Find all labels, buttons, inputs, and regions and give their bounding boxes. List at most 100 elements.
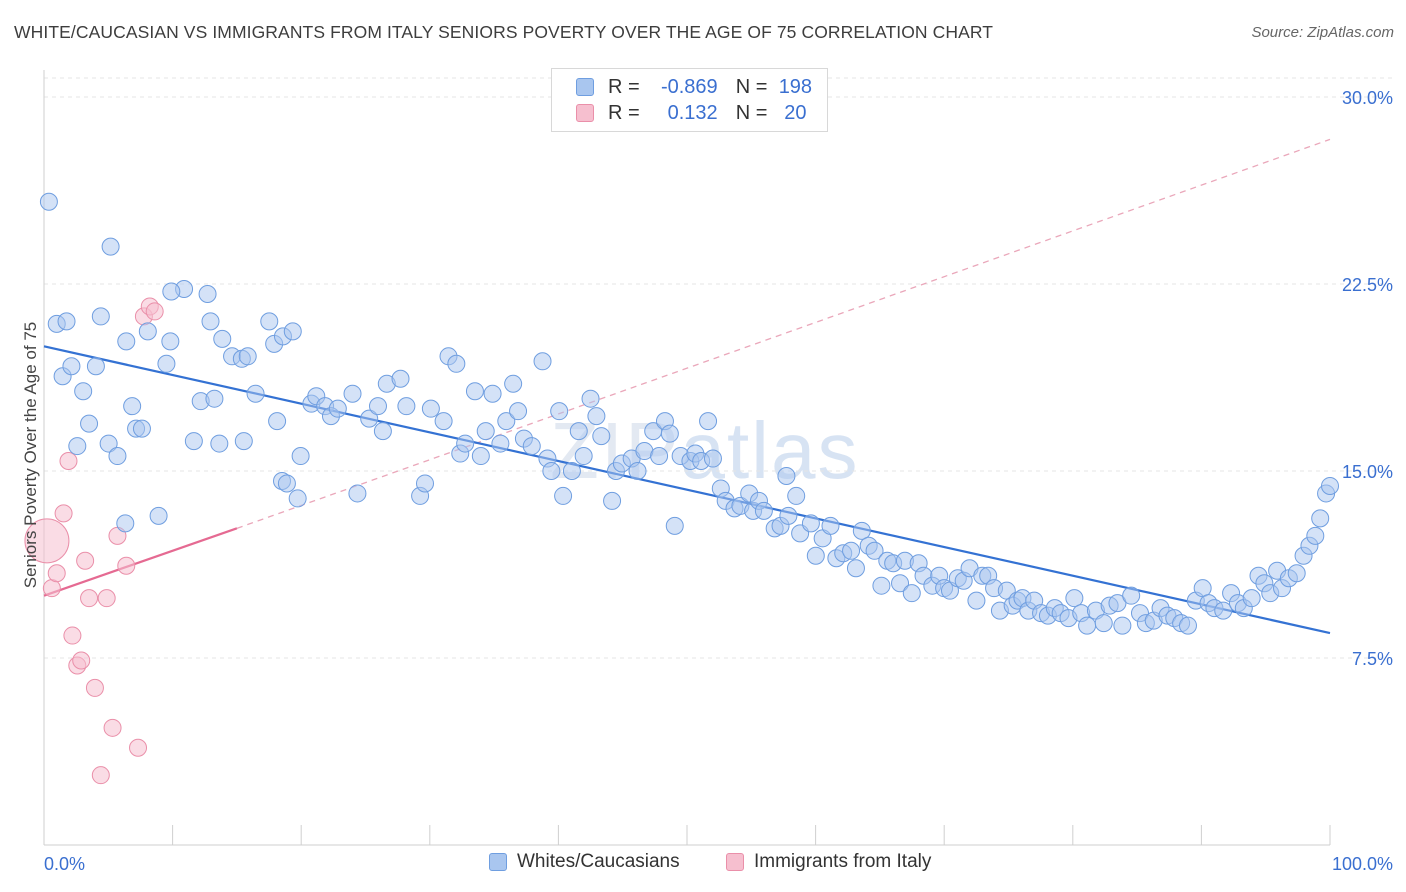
legend-n-value: 198 — [778, 75, 813, 98]
data-point-whites — [360, 409, 379, 428]
data-point-whites — [68, 437, 87, 456]
data-point-whites — [699, 412, 718, 431]
data-point-whites — [1108, 594, 1127, 613]
data-point-whites — [891, 574, 910, 593]
data-point-whites — [902, 584, 921, 603]
data-point-whites — [581, 389, 600, 408]
data-point-whites — [1287, 564, 1306, 583]
data-point-whites — [348, 484, 367, 503]
data-point-whites — [592, 427, 611, 446]
data-point-whites — [1113, 616, 1132, 635]
data-point-whites — [603, 491, 622, 510]
data-point-whites — [234, 432, 253, 451]
data-point-whites — [665, 516, 684, 535]
data-point-whites — [116, 514, 135, 533]
data-point-whites — [801, 514, 820, 533]
data-point-whites — [465, 382, 484, 401]
data-point-whites — [416, 474, 435, 493]
data-point-whites — [533, 352, 552, 371]
legend-n-label: N = — [735, 101, 768, 124]
data-point-whites — [777, 466, 796, 485]
source-label: Source: ZipAtlas.com — [1251, 24, 1394, 41]
legend-r-value: 0.132 — [667, 101, 718, 124]
data-point-italy — [145, 302, 164, 321]
data-point-whites — [201, 312, 220, 331]
data-point-whites — [291, 447, 310, 466]
data-point-whites — [846, 559, 865, 578]
y-axis-label: Seniors Poverty Over the Age of 75 — [21, 322, 40, 588]
data-point-whites — [1321, 476, 1339, 495]
legend-r-label: R = — [608, 75, 640, 98]
data-point-whites — [1193, 579, 1212, 598]
data-point-whites — [587, 407, 606, 426]
x-tick-label: 100.0% — [1332, 854, 1393, 874]
data-point-whites — [391, 369, 410, 388]
data-point-whites — [1311, 509, 1330, 528]
data-point-whites — [1078, 616, 1097, 635]
data-point-whites — [213, 329, 232, 348]
data-point-whites — [574, 447, 593, 466]
data-point-whites — [108, 447, 127, 466]
series-whites-caucasians — [39, 192, 1339, 635]
data-point-whites — [283, 322, 302, 341]
data-point-whites — [779, 506, 798, 525]
legend-swatch-pink — [576, 104, 594, 122]
data-point-whites — [562, 462, 581, 480]
data-point-whites — [569, 422, 588, 441]
data-point-whites — [434, 412, 453, 431]
data-point-whites — [476, 422, 495, 441]
data-point-whites — [1065, 589, 1084, 608]
series-immigrants-from-italy — [24, 297, 164, 785]
data-point-whites — [456, 434, 475, 453]
data-point-whites — [491, 434, 510, 453]
data-point-whites — [288, 489, 307, 508]
data-point-italy — [24, 518, 70, 564]
data-point-whites — [101, 237, 120, 256]
data-point-whites — [132, 419, 151, 438]
correlation-legend: R = -0.869 N = 198 R = 0.132 N = 20 — [551, 68, 828, 132]
data-point-whites — [39, 192, 58, 211]
data-point-whites — [238, 347, 257, 366]
data-point-whites — [373, 422, 392, 441]
data-point-italy — [47, 564, 66, 583]
data-point-italy — [54, 504, 73, 523]
data-point-whites — [1122, 586, 1141, 605]
data-point-whites — [754, 501, 773, 520]
data-point-whites — [483, 384, 502, 403]
data-point-whites — [91, 307, 110, 326]
data-point-whites — [1306, 526, 1325, 545]
data-point-italy — [129, 738, 148, 757]
trend-lines — [43, 138, 1331, 635]
data-point-whites — [787, 486, 806, 505]
data-point-whites — [550, 402, 569, 421]
data-point-italy — [97, 589, 116, 608]
data-point-italy — [103, 718, 122, 737]
data-point-whites — [471, 447, 490, 466]
data-point-whites — [268, 412, 287, 431]
legend-n-label: N = — [735, 75, 768, 98]
data-point-whites — [852, 521, 871, 540]
data-point-whites — [806, 546, 825, 565]
data-point-italy — [85, 678, 104, 697]
bottom-legend-italy: Immigrants from Italy — [726, 851, 931, 873]
data-point-whites — [184, 432, 203, 451]
legend-swatch-blue — [576, 78, 594, 96]
data-point-whites — [872, 576, 891, 595]
bottom-legend-swatch-pink — [726, 853, 744, 871]
legend-row-italy: R = 0.132 N = 20 — [576, 100, 813, 126]
data-point-whites — [80, 414, 99, 433]
data-point-whites — [210, 434, 229, 453]
y-tick-label: 7.5% — [1352, 649, 1393, 669]
data-point-whites — [447, 354, 466, 373]
data-point-whites — [554, 486, 573, 505]
data-point-whites — [161, 332, 180, 351]
data-point-whites — [157, 354, 176, 373]
data-point-whites — [497, 412, 516, 431]
data-point-whites — [246, 384, 265, 403]
data-point-whites — [967, 591, 986, 610]
data-point-italy — [42, 579, 61, 598]
data-point-italy — [76, 551, 95, 570]
bottom-legend-label: Immigrants from Italy — [754, 851, 932, 872]
data-point-whites — [162, 282, 181, 301]
